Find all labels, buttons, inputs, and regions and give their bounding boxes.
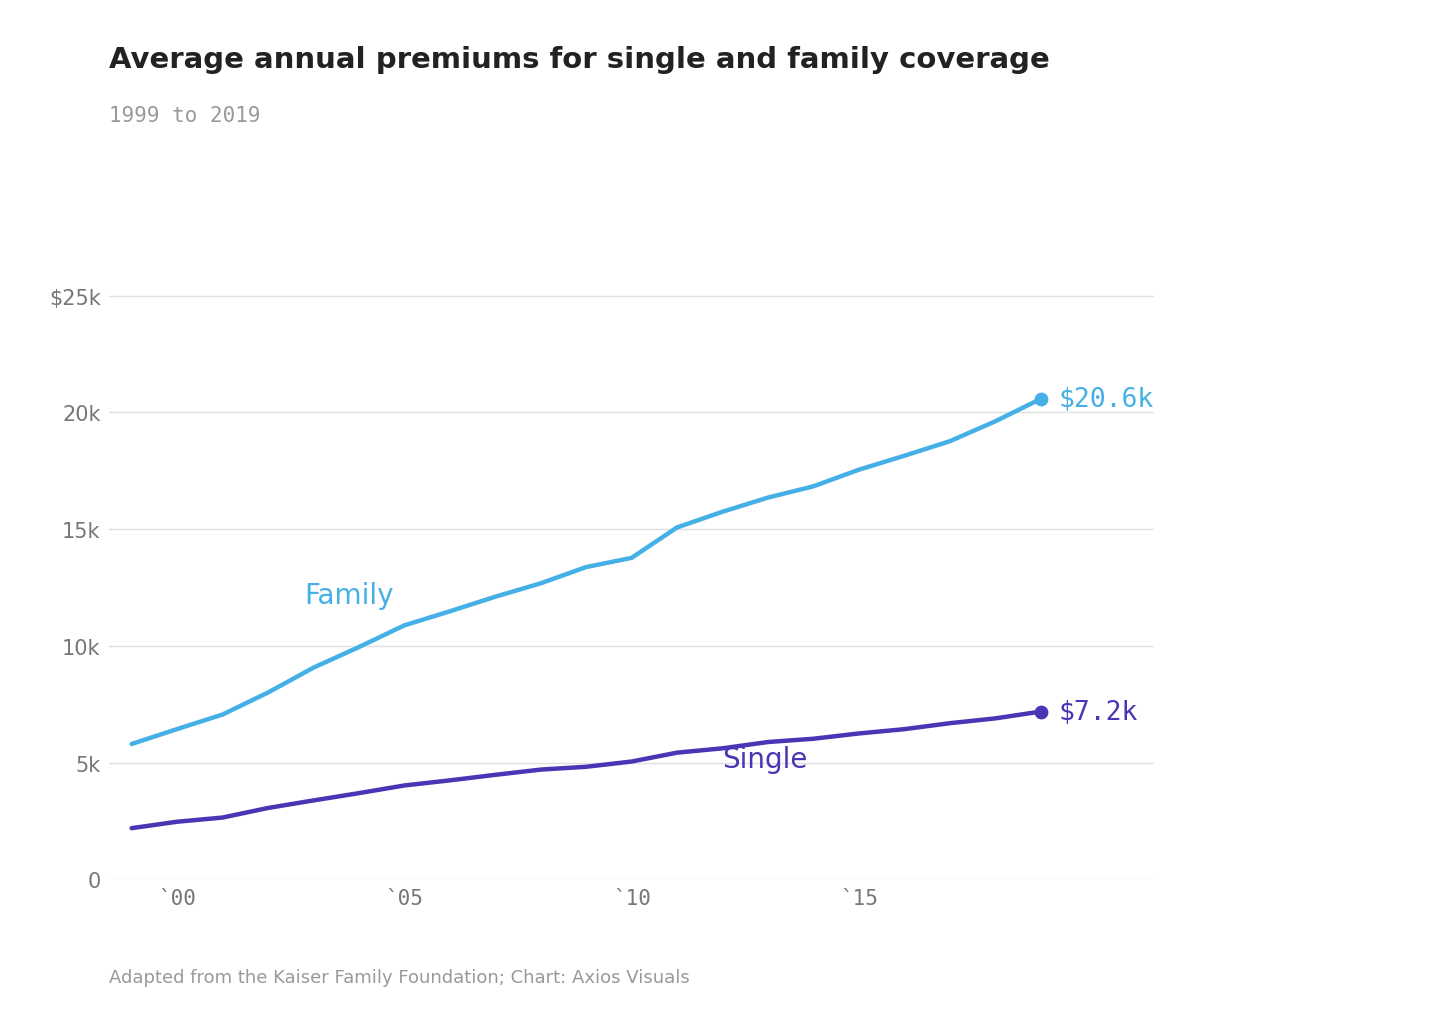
Text: Single: Single [723, 745, 807, 773]
Text: $20.6k: $20.6k [1059, 386, 1154, 412]
Text: $7.2k: $7.2k [1059, 699, 1138, 725]
Text: 1999 to 2019: 1999 to 2019 [109, 106, 260, 126]
Point [1029, 704, 1053, 720]
Text: Average annual premiums for single and family coverage: Average annual premiums for single and f… [109, 45, 1050, 74]
Text: Adapted from the Kaiser Family Foundation; Chart: Axios Visuals: Adapted from the Kaiser Family Foundatio… [109, 968, 690, 986]
Text: Family: Family [305, 581, 393, 609]
Point [1029, 391, 1053, 407]
